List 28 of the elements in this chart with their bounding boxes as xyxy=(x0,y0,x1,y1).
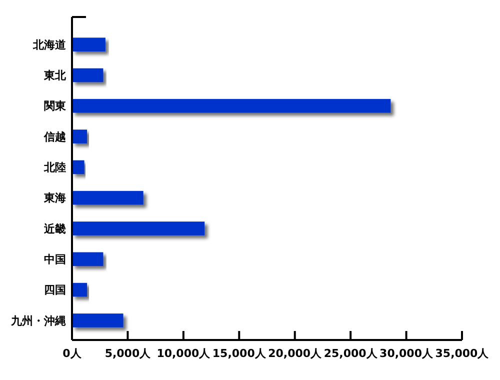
y-tick-label: 北陸 xyxy=(43,161,66,174)
bar xyxy=(72,314,124,328)
x-tick-label: 0人 xyxy=(62,347,82,360)
bar xyxy=(72,252,104,266)
y-tick-label: 信越 xyxy=(43,130,66,144)
x-tick-label: 20,000人 xyxy=(268,347,323,360)
x-tick-label: 10,000人 xyxy=(156,347,212,360)
x-tick-label: 35,000人 xyxy=(435,347,490,360)
y-tick-label: 四国 xyxy=(44,284,66,297)
bar xyxy=(72,130,88,144)
x-tick-label: 15,000人 xyxy=(212,347,267,360)
bar xyxy=(72,282,88,297)
bar xyxy=(72,98,391,113)
bar xyxy=(72,222,205,236)
bar xyxy=(72,68,104,82)
bar xyxy=(72,160,84,174)
bar xyxy=(72,190,144,205)
y-tick-label: 九州・沖縄 xyxy=(10,314,66,328)
y-tick-label: 近畿 xyxy=(43,222,66,236)
y-tick-label: 東海 xyxy=(43,192,66,205)
x-tick-label: 25,000人 xyxy=(324,347,378,360)
y-tick-label: 北海道 xyxy=(32,38,67,52)
y-tick-label: 中国 xyxy=(44,252,66,266)
x-tick-label: 5,000人 xyxy=(104,347,152,360)
bar xyxy=(72,38,106,52)
y-tick-label: 東北 xyxy=(43,69,67,82)
x-tick-label: 30,000人 xyxy=(380,347,434,360)
y-tick-label: 関東 xyxy=(44,100,67,113)
